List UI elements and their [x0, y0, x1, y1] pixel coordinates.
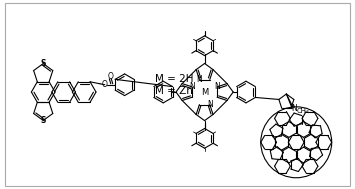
- Text: S: S: [40, 116, 46, 125]
- Text: S: S: [40, 59, 46, 68]
- Text: N: N: [197, 75, 202, 84]
- Text: M: M: [201, 88, 208, 97]
- Text: M = Zn: M = Zn: [155, 86, 193, 96]
- Text: O: O: [102, 80, 108, 89]
- Text: O: O: [107, 72, 113, 81]
- Text: N: N: [189, 82, 195, 91]
- Text: CH₃: CH₃: [296, 108, 309, 114]
- Text: M = 2H: M = 2H: [155, 74, 194, 84]
- Text: N: N: [207, 100, 213, 109]
- Text: N: N: [291, 104, 297, 113]
- Text: N: N: [214, 82, 220, 91]
